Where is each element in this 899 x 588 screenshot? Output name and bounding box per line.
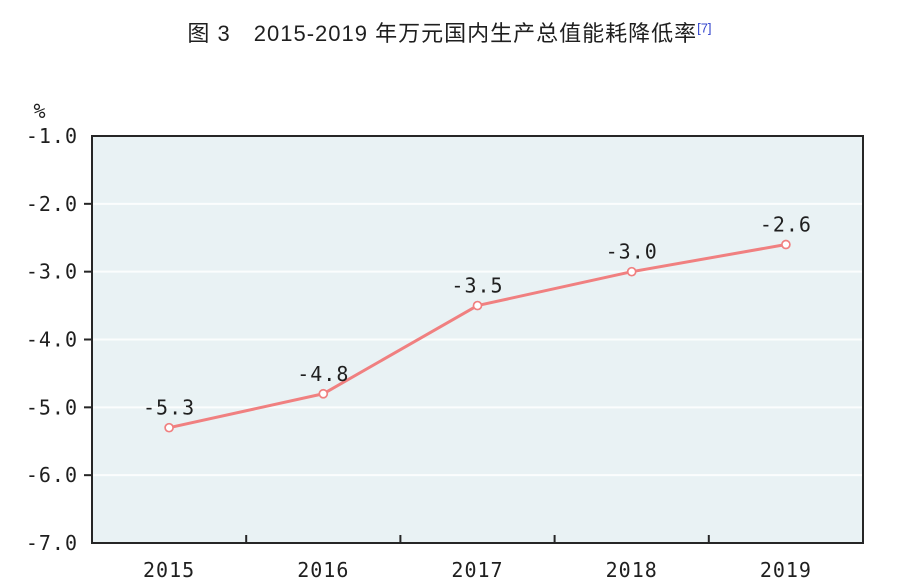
- y-tick-label: -2.0: [26, 192, 78, 216]
- y-tick-label: -6.0: [26, 463, 78, 487]
- x-tick-label: 2018: [606, 558, 658, 582]
- y-tick-label: -7.0: [26, 531, 78, 555]
- footnote-ref: [7]: [697, 20, 712, 36]
- y-tick-label: -3.0: [26, 260, 78, 284]
- y-tick-label: -4.0: [26, 328, 78, 352]
- chart-title: 图 3 2015-2019 年万元国内生产总值能耗降低率[7]: [0, 16, 899, 48]
- y-tick-label: -5.0: [26, 395, 78, 419]
- y-tick-label: -1.0: [26, 124, 78, 148]
- data-point-marker: [472, 300, 483, 311]
- data-label: -5.3: [143, 396, 195, 420]
- data-label: -3.5: [451, 274, 503, 298]
- data-point-marker: [781, 239, 791, 250]
- chart-title-text: 图 3 2015-2019 年万元国内生产总值能耗降低率: [187, 21, 698, 46]
- unit-label: %: [33, 99, 46, 123]
- x-tick-label: 2016: [297, 558, 349, 582]
- data-point-marker: [164, 422, 174, 433]
- data-label: -3.0: [606, 240, 658, 264]
- data-label: -2.6: [760, 213, 812, 237]
- x-tick-label: 2017: [451, 558, 503, 582]
- data-label: -4.8: [297, 362, 349, 386]
- x-tick-label: 2019: [760, 558, 812, 582]
- x-tick-label: 2015: [143, 558, 195, 582]
- data-point-marker: [318, 388, 329, 399]
- data-point-marker: [626, 266, 637, 277]
- plot-border: [91, 135, 864, 544]
